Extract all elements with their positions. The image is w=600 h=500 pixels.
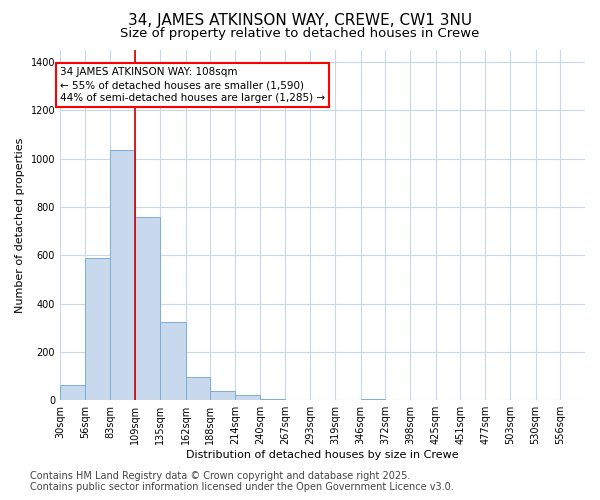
Text: Contains HM Land Registry data © Crown copyright and database right 2025.
Contai: Contains HM Land Registry data © Crown c… [30, 471, 454, 492]
Bar [110, 150, 135, 400]
Bar [60, 384, 85, 400]
Bar [211, 390, 235, 400]
Bar [361, 399, 385, 400]
Bar [185, 378, 211, 400]
Bar [85, 258, 110, 400]
Text: 34, JAMES ATKINSON WAY, CREWE, CW1 3NU: 34, JAMES ATKINSON WAY, CREWE, CW1 3NU [128, 12, 472, 28]
Text: Size of property relative to detached houses in Crewe: Size of property relative to detached ho… [121, 28, 479, 40]
Y-axis label: Number of detached properties: Number of detached properties [15, 138, 25, 313]
Bar [235, 396, 260, 400]
Bar [260, 399, 286, 400]
Bar [160, 322, 185, 400]
Text: 34 JAMES ATKINSON WAY: 108sqm
← 55% of detached houses are smaller (1,590)
44% o: 34 JAMES ATKINSON WAY: 108sqm ← 55% of d… [60, 67, 325, 104]
Bar [135, 216, 160, 400]
X-axis label: Distribution of detached houses by size in Crewe: Distribution of detached houses by size … [186, 450, 459, 460]
